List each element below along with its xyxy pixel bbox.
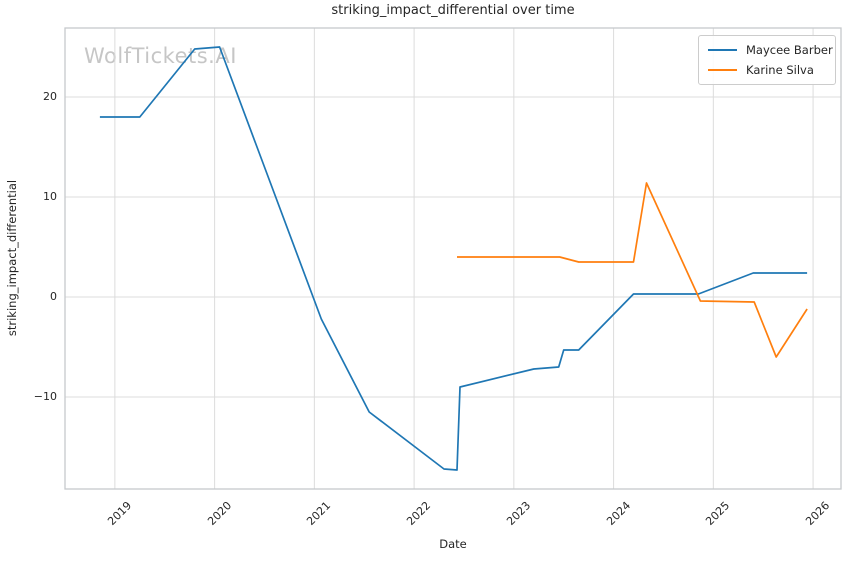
x-axis-label: Date xyxy=(439,537,467,551)
series-line-karine-silva xyxy=(457,182,808,358)
y-tick-label: 0 xyxy=(50,290,57,303)
legend: Maycee Barber Karine Silva xyxy=(698,35,836,85)
y-tick-label: 10 xyxy=(43,190,57,203)
legend-label: Maycee Barber xyxy=(746,43,833,57)
legend-label: Karine Silva xyxy=(746,63,814,77)
y-tick-label: 20 xyxy=(43,90,57,103)
legend-item-maycee-barber: Maycee Barber xyxy=(699,40,835,60)
y-tick-label: −10 xyxy=(33,390,57,403)
legend-line-swatch-orange xyxy=(708,69,737,71)
chart-title: striking_impact_differential over time xyxy=(331,3,575,18)
legend-line-swatch-blue xyxy=(708,49,737,51)
series-line-maycee-barber xyxy=(99,46,808,471)
plot-border xyxy=(64,27,842,490)
legend-item-karine-silva: Karine Silva xyxy=(699,60,835,80)
